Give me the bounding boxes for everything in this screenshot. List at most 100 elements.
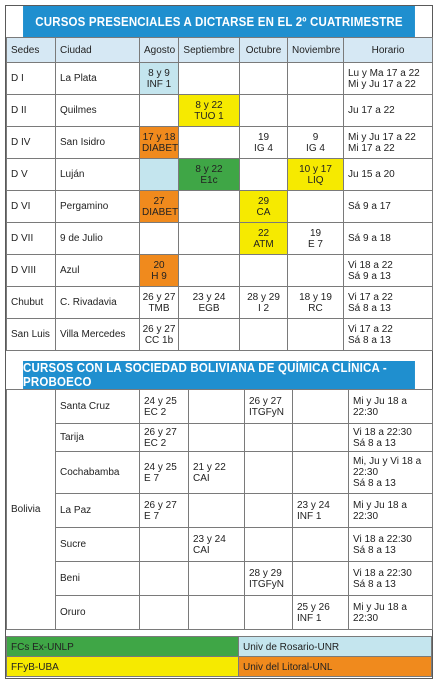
table-row: D V Luján 8 y 22 E1c 10 y 17 LIQ Ju 15 a 20 [6, 158, 433, 191]
presenciales-table: Sedes Ciudad Agosto Septiembre Octubre N… [6, 37, 433, 351]
agosto-cell-text: 17 y 18 DIABET [142, 131, 179, 154]
septiembre-cell: 21 y 22 CAI [188, 451, 245, 494]
ciudad-cell-text: Oruro [60, 607, 86, 618]
noviembre-cell: 18 y 19 RC [287, 286, 344, 319]
header-horario: Horario [343, 37, 433, 63]
table-row: Sucre 23 y 24 CAI Vi 18 a 22:30 Sá 8 a 13 [7, 527, 433, 562]
agosto-cell [139, 158, 179, 191]
octubre-cell-text: 26 y 27 ITGFyN [249, 395, 284, 418]
horario-cell: Vi 17 a 22 Sá 8 a 13 [343, 286, 433, 319]
horario-cell-text: Sá 9 a 17 [348, 201, 391, 212]
sede-cell: D I [6, 62, 56, 95]
table-row: Oruro 25 y 26 INF 1 Mi y Ju 18 a 22:30 [7, 595, 433, 630]
noviembre-cell-text: 10 y 17 LIQ [299, 163, 332, 186]
horario-cell: Vi 18 a 22:30 Sá 8 a 13 [348, 527, 433, 562]
agosto-cell: 24 y 25 EC 2 [139, 389, 189, 424]
horario-cell: Lu y Ma 17 a 22 Mi y Ju 17 a 22 [343, 62, 433, 95]
header-noviembre: Noviembre [287, 37, 344, 63]
noviembre-cell [287, 62, 344, 95]
noviembre-cell [287, 190, 344, 223]
horario-cell: Sá 9 a 17 [343, 190, 433, 223]
septiembre-cell-text: 23 y 24 EGB [192, 291, 226, 314]
pais-cell-text: Bolivia [11, 504, 41, 515]
section-title-bolivia: CURSOS CON LA SOCIEDAD BOLIVIANA DE QUÍM… [23, 361, 415, 389]
sede-cell-text: D VIII [11, 265, 37, 276]
octubre-cell: 26 y 27 ITGFyN [244, 389, 293, 424]
octubre-cell-text: 28 y 29 ITGFyN [249, 567, 284, 590]
septiembre-cell [178, 126, 240, 159]
ciudad-cell-text: Cochabamba [60, 467, 120, 478]
ciudad-cell: Cochabamba [55, 451, 140, 494]
ciudad-cell-text: 9 de Julio [60, 233, 103, 244]
noviembre-cell [287, 318, 344, 351]
sede-cell: D VIII [6, 254, 56, 287]
septiembre-cell [178, 222, 240, 255]
table-row: D VII 9 de Julio 22 ATM 19 E 7 Sá 9 a 18 [6, 222, 433, 255]
horario-cell: Ju 15 a 20 [343, 158, 433, 191]
horario-cell-text: Sá 9 a 18 [348, 233, 391, 244]
bolivia-table: Bolivia Santa Cruz 24 y 25 EC 2 26 y 27 ITG… [6, 389, 433, 630]
ciudad-cell: Oruro [55, 595, 140, 630]
octubre-cell: 29 CA [239, 190, 288, 223]
noviembre-cell-text: 19 E 7 [307, 227, 323, 250]
header-sedes: Sedes [6, 37, 56, 63]
horario-cell-text: Vi 17 a 22 Sá 8 a 13 [348, 323, 393, 346]
horario-cell-text: Mi y Ju 18 a 22:30 [353, 601, 407, 624]
agosto-cell [139, 222, 179, 255]
septiembre-cell [188, 561, 245, 596]
septiembre-cell [178, 62, 240, 95]
horario-cell: Mi y Ju 18 a 22:30 [348, 389, 433, 424]
ciudad-cell-text: Villa Mercedes [60, 329, 126, 340]
horario-cell: Mi y Ju 18 a 22:30 [348, 595, 433, 630]
sede-cell-text: San Luis [11, 329, 50, 340]
noviembre-cell [292, 561, 349, 596]
header-agosto: Agosto [139, 37, 179, 63]
agosto-cell-text: 24 y 25 EC 2 [144, 395, 177, 418]
horario-cell-text: Ju 15 a 20 [348, 169, 395, 180]
agosto-cell [139, 94, 179, 127]
horario-cell: Vi 18 a 22:30 Sá 8 a 13 [348, 423, 433, 452]
table-row: D IV San Isidro 17 y 18 DIABET 19 IG 4 9 IG … [6, 126, 433, 159]
sede-cell-text: D II [11, 105, 27, 116]
agosto-cell: 20 H 9 [139, 254, 179, 287]
ciudad-cell-text: Beni [60, 573, 81, 584]
noviembre-cell: 10 y 17 LIQ [287, 158, 344, 191]
octubre-cell-text: 19 IG 4 [254, 131, 273, 154]
agosto-cell [139, 595, 189, 630]
header-octubre: Octubre [239, 37, 288, 63]
table-row: Tarija 26 y 27 EC 2 Vi 18 a 22:30 Sá 8 a 1… [7, 423, 433, 452]
octubre-cell [239, 254, 288, 287]
octubre-cell [239, 62, 288, 95]
horario-cell-text: Lu y Ma 17 a 22 Mi y Ju 17 a 22 [348, 67, 420, 90]
ciudad-cell: La Plata [55, 62, 140, 95]
header-row: Sedes Ciudad Agosto Septiembre Octubre N… [6, 37, 433, 63]
legend-ffyb-uba: FFyB-UBA [6, 656, 239, 677]
octubre-cell [239, 318, 288, 351]
agosto-cell: 27 DIABET [139, 190, 179, 223]
noviembre-cell: 19 E 7 [287, 222, 344, 255]
agosto-cell: 26 y 27 E 7 [139, 493, 189, 528]
noviembre-cell: 25 y 26 INF 1 [292, 595, 349, 630]
agosto-cell: 24 y 25 E 7 [139, 451, 189, 494]
noviembre-cell [287, 94, 344, 127]
noviembre-cell: 9 IG 4 [287, 126, 344, 159]
horario-cell: Vi 17 a 22 Sá 8 a 13 [343, 318, 433, 351]
legend: FCs Ex-UNLP Univ de Rosario-UNR FFyB-UBA… [6, 636, 432, 678]
agosto-cell-text: 26 y 27 E 7 [144, 499, 177, 522]
octubre-cell-text: 22 ATM [253, 227, 274, 250]
agosto-cell-text: 26 y 27 CC 1b [142, 323, 176, 346]
septiembre-cell [178, 254, 240, 287]
noviembre-cell [292, 423, 349, 452]
octubre-cell [239, 158, 288, 191]
octubre-cell [244, 527, 293, 562]
horario-cell-text: Mi y Ju 18 a 22:30 [353, 395, 407, 418]
ciudad-cell-text: C. Rivadavia [60, 297, 117, 308]
sede-cell: D VII [6, 222, 56, 255]
agosto-cell: 8 y 9 INF 1 [139, 62, 179, 95]
agosto-cell-text: 24 y 25 E 7 [144, 461, 177, 484]
noviembre-cell: 23 y 24 INF 1 [292, 493, 349, 528]
horario-cell-text: Vi 18 a 22:30 Sá 8 a 13 [353, 533, 412, 556]
septiembre-cell [178, 318, 240, 351]
ciudad-cell-text: La Plata [60, 73, 97, 84]
ciudad-cell: C. Rivadavia [55, 286, 140, 319]
